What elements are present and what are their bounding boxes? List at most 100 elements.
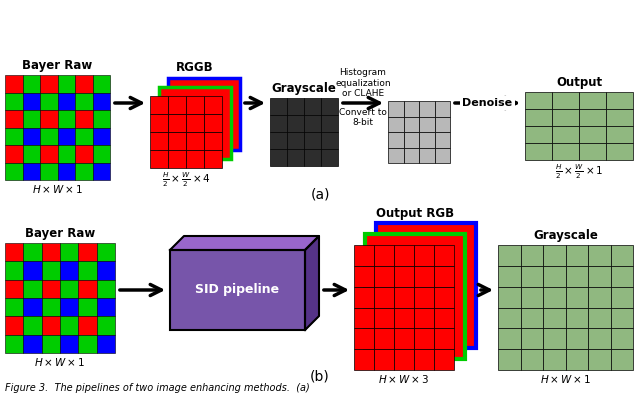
Bar	[40, 127, 58, 145]
Bar	[78, 243, 97, 261]
Bar	[611, 308, 633, 328]
Bar	[374, 349, 394, 370]
Bar	[270, 115, 287, 132]
Bar	[97, 316, 115, 335]
Bar	[543, 308, 566, 328]
Bar	[40, 145, 58, 162]
Bar	[58, 110, 75, 127]
Bar	[150, 114, 168, 132]
Bar	[75, 145, 93, 162]
Polygon shape	[305, 236, 319, 330]
Bar	[204, 114, 222, 132]
Bar	[435, 117, 450, 132]
Bar	[354, 349, 374, 370]
Bar	[520, 266, 543, 287]
Bar	[354, 245, 374, 266]
Bar	[58, 75, 75, 92]
Bar	[60, 243, 78, 261]
Bar	[606, 92, 633, 109]
Bar	[23, 298, 42, 316]
Bar	[434, 349, 454, 370]
Bar	[414, 328, 434, 349]
Bar	[419, 132, 435, 148]
Bar	[388, 132, 403, 148]
Bar	[588, 287, 611, 308]
Bar	[270, 98, 287, 115]
Bar	[270, 149, 287, 166]
Bar	[403, 101, 419, 117]
Bar	[58, 162, 75, 180]
Bar	[170, 250, 305, 330]
Bar	[543, 349, 566, 370]
Bar	[22, 110, 40, 127]
Bar	[42, 280, 60, 298]
Bar	[5, 316, 23, 335]
Bar	[186, 150, 204, 168]
Bar	[588, 266, 611, 287]
Bar	[75, 75, 93, 92]
Bar	[552, 143, 579, 160]
Bar	[403, 148, 419, 163]
Bar	[394, 328, 414, 349]
Bar	[5, 145, 22, 162]
Bar	[204, 150, 222, 168]
Bar	[60, 335, 78, 353]
Bar	[611, 287, 633, 308]
Bar	[150, 150, 168, 168]
Bar	[168, 132, 186, 150]
Bar	[58, 92, 75, 110]
Text: (b): (b)	[310, 369, 330, 383]
Bar	[204, 132, 222, 150]
Bar	[23, 316, 42, 335]
Bar	[566, 328, 588, 349]
Bar	[97, 261, 115, 280]
Bar	[22, 145, 40, 162]
Bar	[365, 234, 465, 359]
Bar	[435, 148, 450, 163]
Bar	[579, 126, 606, 143]
Bar	[403, 117, 419, 132]
Bar	[588, 245, 611, 266]
Bar	[588, 328, 611, 349]
Bar	[93, 92, 110, 110]
Bar	[186, 96, 204, 114]
Bar	[42, 243, 60, 261]
Bar	[304, 98, 321, 115]
Bar	[5, 127, 22, 145]
Bar	[566, 308, 588, 328]
Bar	[525, 126, 552, 143]
Bar	[498, 308, 520, 328]
Bar	[321, 98, 338, 115]
Bar	[374, 266, 394, 287]
Bar	[566, 287, 588, 308]
Bar	[58, 127, 75, 145]
Bar	[543, 266, 566, 287]
Bar	[419, 117, 435, 132]
Bar	[304, 115, 321, 132]
Bar	[5, 75, 22, 92]
Bar	[5, 261, 23, 280]
Bar	[75, 92, 93, 110]
Bar	[186, 132, 204, 150]
Polygon shape	[170, 236, 319, 250]
Bar	[606, 109, 633, 126]
Bar	[419, 148, 435, 163]
Bar	[42, 316, 60, 335]
Bar	[42, 298, 60, 316]
Bar	[5, 280, 23, 298]
Bar	[321, 132, 338, 149]
Bar	[287, 115, 304, 132]
Bar	[552, 126, 579, 143]
Bar	[611, 328, 633, 349]
Bar	[93, 145, 110, 162]
Bar	[287, 98, 304, 115]
Bar	[388, 117, 403, 132]
Bar	[611, 266, 633, 287]
Bar	[374, 287, 394, 308]
Bar	[611, 245, 633, 266]
Bar	[611, 349, 633, 370]
Bar	[543, 328, 566, 349]
Bar	[23, 261, 42, 280]
Bar	[22, 162, 40, 180]
Bar	[40, 75, 58, 92]
